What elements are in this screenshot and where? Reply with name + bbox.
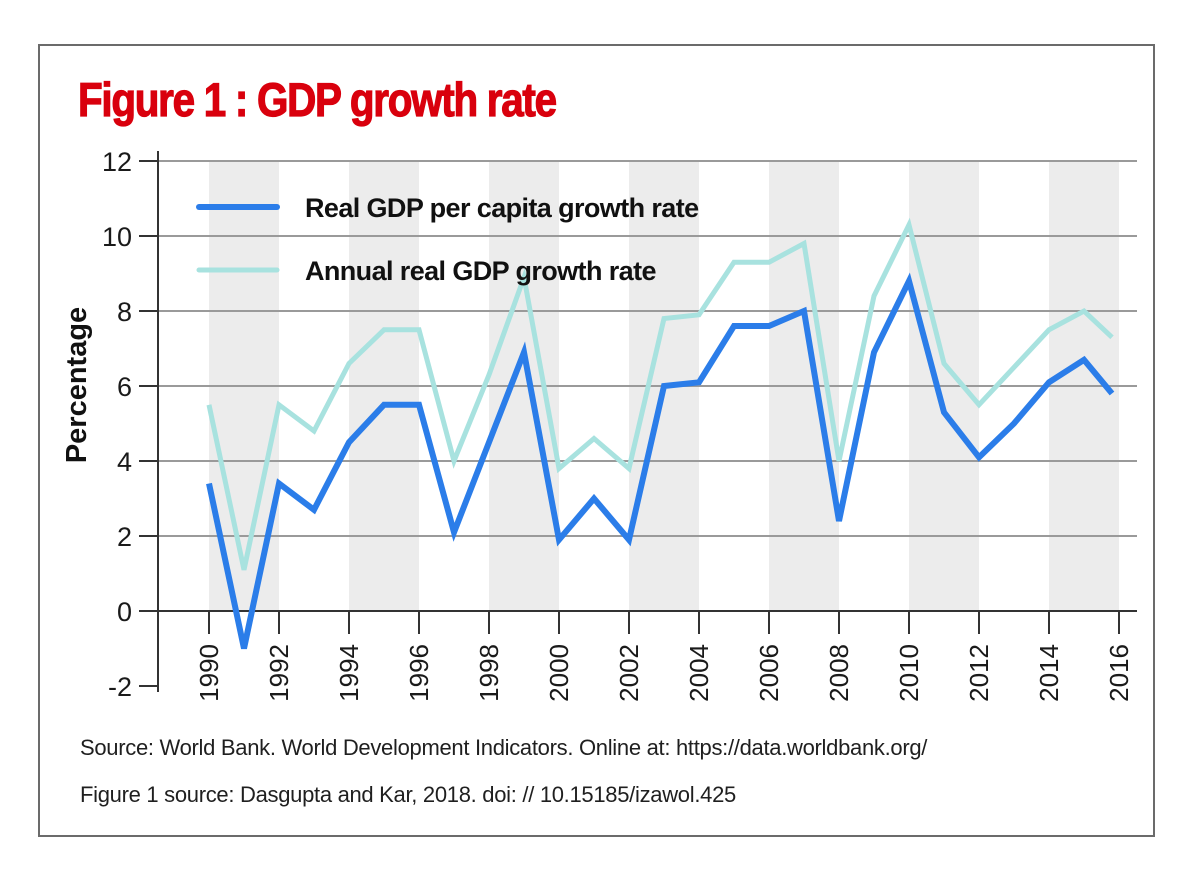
series-lines [206,217,1115,650]
x-tick-label: 1994 [334,644,364,702]
x-tick-label: 2016 [1104,644,1134,702]
legend: Real GDP per capita growth rate Annual re… [196,193,700,286]
source-note: Source: World Bank. World Development In… [80,735,928,760]
x-tick-label: 1996 [404,644,434,702]
y-tick-label: 2 [117,522,132,552]
x-tick-label: 2014 [1034,644,1064,702]
x-tick-label: 2008 [824,644,854,702]
x-tick-label: 2000 [544,644,574,702]
gridlines [158,160,1137,537]
legend-label: Annual real GDP growth rate [305,256,656,286]
y-axis-label: Percentage [61,307,93,463]
x-tick-label: 2002 [614,644,644,702]
chart-title: Figure 1 : GDP growth rate [77,73,557,126]
y-axis-ticks: 12 10 8 6 4 2 0 -2 [102,147,158,702]
x-tick-label: 2004 [684,644,714,702]
series-line-annual-real-gdp [206,217,1114,571]
x-tick-label: 2006 [754,644,784,702]
y-tick-label: -2 [108,672,132,702]
y-tick-label: 8 [117,297,132,327]
figure-source-note: Figure 1 source: Dasgupta and Kar, 2018.… [80,782,736,807]
x-tick-label: 2012 [964,644,994,702]
x-axis-ticks: 1990 1992 1994 1996 1998 2000 2002 2004 2006 2008… [194,611,1134,702]
legend-label: Real GDP per capita growth rate [305,193,699,223]
axes [157,151,1137,692]
series-line-real-gdp-per-capita [206,272,1115,650]
y-tick-label: 6 [117,372,132,402]
x-tick-label: 1992 [264,644,294,702]
y-tick-label: 4 [117,447,132,477]
x-tick-label: 1990 [194,644,224,702]
x-tick-label: 2010 [894,644,924,702]
x-tick-label: 1998 [474,644,504,702]
y-tick-label: 12 [102,147,132,177]
y-tick-label: 10 [102,222,132,252]
y-tick-label: 0 [117,597,132,627]
